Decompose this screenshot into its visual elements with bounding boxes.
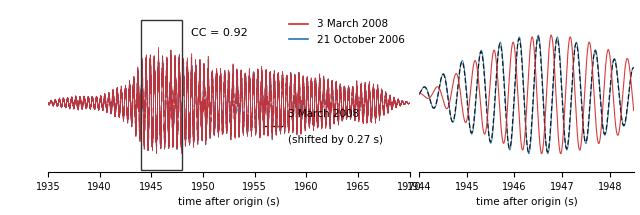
X-axis label: time after origin (s): time after origin (s) [476, 197, 577, 207]
Bar [141, 20, 182, 170]
Text: CC = 0.92: CC = 0.92 [191, 28, 248, 38]
Text: 3 March 2008: 3 March 2008 [289, 109, 360, 119]
X-axis label: time after origin (s): time after origin (s) [178, 197, 280, 207]
Text: (shifted by 0.27 s): (shifted by 0.27 s) [289, 135, 383, 145]
Legend: 3 March 2008, 21 October 2006: 3 March 2008, 21 October 2006 [289, 19, 404, 45]
